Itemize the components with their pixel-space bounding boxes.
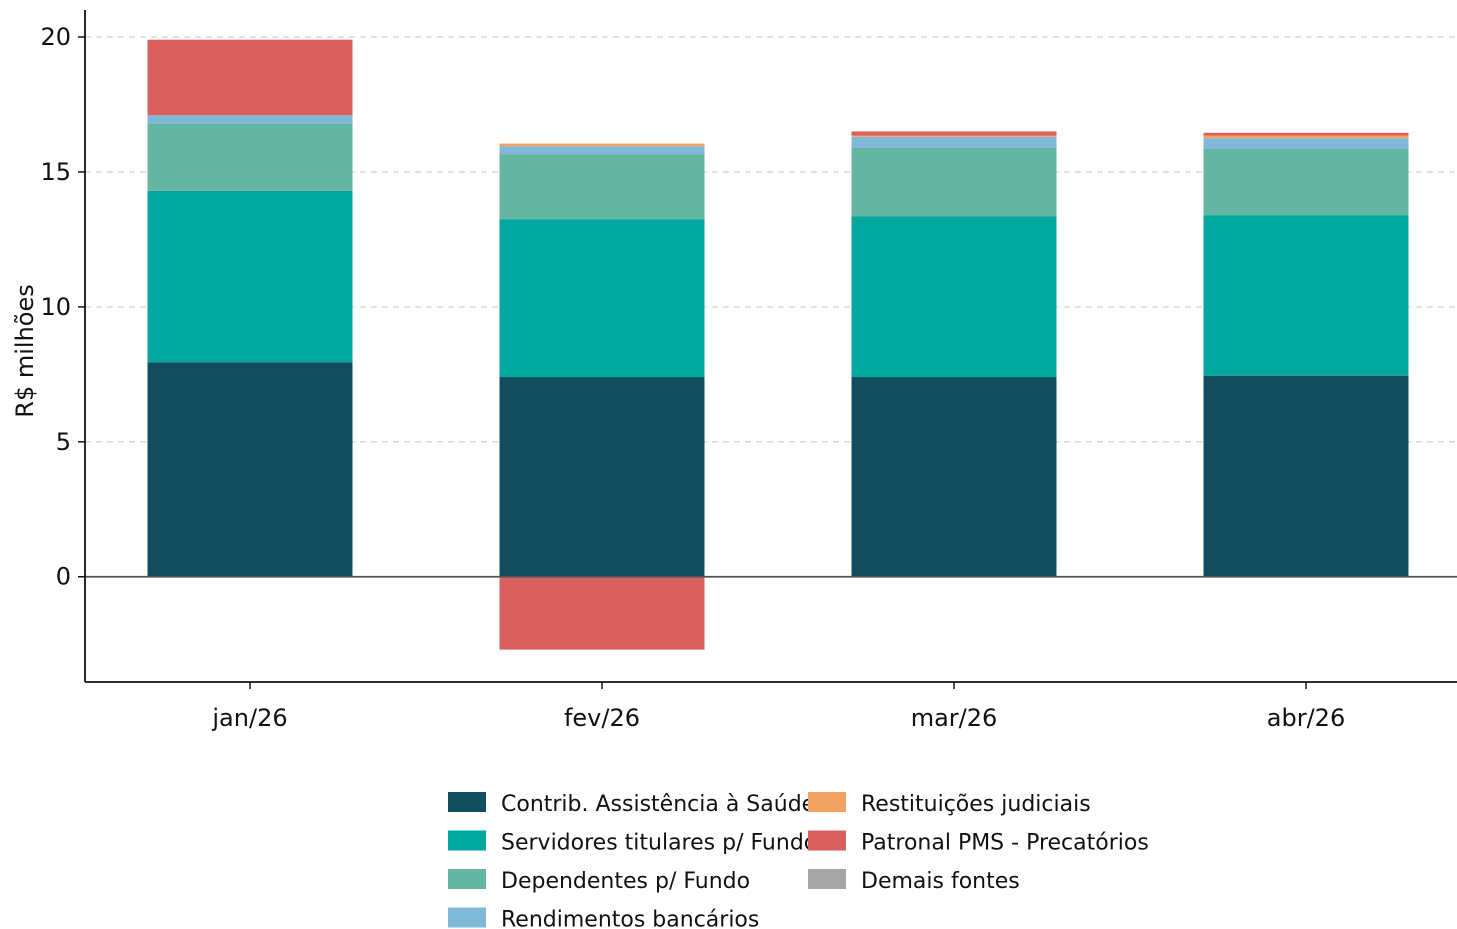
bar-mar-26-dependentes-p-fundo bbox=[851, 147, 1057, 217]
legend-swatch-demais-fontes bbox=[808, 869, 846, 889]
y-tick-label: 15 bbox=[40, 158, 71, 186]
legend-label-rendimentos-bancarios: Rendimentos bancários bbox=[501, 908, 759, 929]
legend-swatch-dependentes-p-fundo bbox=[448, 869, 486, 889]
bar-abr-26-rendimentos-bancarios bbox=[1203, 138, 1409, 149]
bar-abr-26-dependentes-p-fundo bbox=[1203, 148, 1409, 216]
legend-swatch-servidores-titulares-p-fundo bbox=[448, 830, 486, 851]
bar-fev-26-contrib-assistencia-a-saude bbox=[499, 377, 705, 577]
x-tick-label: jan/26 bbox=[211, 704, 287, 732]
bars bbox=[147, 39, 1409, 650]
bar-abr-26-contrib-assistencia-a-saude bbox=[1203, 375, 1409, 577]
bar-fev-26-dependentes-p-fundo bbox=[499, 154, 705, 220]
bar-mar-26-rendimentos-bancarios bbox=[851, 136, 1057, 148]
legend-label-dependentes-p-fundo: Dependentes p/ Fundo bbox=[501, 869, 750, 894]
legend-swatch-contrib-assistencia-a-saude bbox=[448, 792, 486, 812]
bar-abr-26-restituicoes-judiciais bbox=[1203, 135, 1409, 139]
legend-swatch-rendimentos-bancarios bbox=[448, 907, 486, 928]
x-tick-label: mar/26 bbox=[911, 704, 998, 732]
bar-fev-26-rendimentos-bancarios bbox=[499, 146, 705, 155]
y-tick-label: 10 bbox=[40, 293, 71, 321]
bar-mar-26-restituicoes-judiciais bbox=[851, 135, 1057, 137]
bar-mar-26-patronal-pms-precatorios bbox=[851, 131, 1057, 136]
bar-jan-26-contrib-assistencia-a-saude bbox=[147, 362, 353, 577]
bar-fev-26-servidores-titulares-p-fundo bbox=[499, 219, 705, 378]
y-axis-label: R$ milhões bbox=[11, 284, 39, 417]
legend-swatch-restituicoes-judiciais bbox=[808, 792, 846, 812]
bar-jan-26-patronal-pms-precatorios bbox=[147, 39, 353, 116]
bar-fev-26-restituicoes-judiciais bbox=[499, 143, 705, 147]
bar-mar-26-servidores-titulares-p-fundo bbox=[851, 216, 1057, 378]
bar-abr-26-servidores-titulares-p-fundo bbox=[1203, 215, 1409, 376]
legend-label-patronal-pms-precatorios: Patronal PMS - Precatórios bbox=[861, 831, 1149, 856]
bar-jan-26-servidores-titulares-p-fundo bbox=[147, 190, 353, 363]
y-tick-label: 20 bbox=[40, 23, 71, 51]
bar-jan-26-rendimentos-bancarios bbox=[147, 115, 353, 124]
bar-jan-26-dependentes-p-fundo bbox=[147, 123, 353, 191]
bar-abr-26-patronal-pms-precatorios bbox=[1203, 132, 1409, 136]
y-tick-label: 0 bbox=[56, 563, 71, 591]
legend-swatch-patronal-pms-precatorios bbox=[808, 830, 846, 851]
legend-label-servidores-titulares-p-fundo: Servidores titulares p/ Fundo bbox=[501, 831, 817, 856]
legend-label-demais-fontes: Demais fontes bbox=[861, 869, 1020, 894]
x-tick-label: fev/26 bbox=[564, 704, 640, 732]
bar-fev-26-patronal-pms-precatorios bbox=[499, 576, 705, 650]
x-tick-label: abr/26 bbox=[1267, 704, 1345, 732]
y-tick-label: 5 bbox=[56, 428, 71, 456]
legend-label-restituicoes-judiciais: Restituições judiciais bbox=[861, 792, 1091, 817]
legend-label-contrib-assistencia-a-saude: Contrib. Assistência à Saúde bbox=[501, 792, 815, 817]
axes: 0 5 10 15 20 jan/26 fev/26 mar/26 abr/26 R$ milhõ… bbox=[11, 10, 1457, 732]
legend: Contrib. Assistência à Saúde Servidores t… bbox=[448, 792, 1149, 929]
bar-mar-26-contrib-assistencia-a-saude bbox=[851, 377, 1057, 577]
